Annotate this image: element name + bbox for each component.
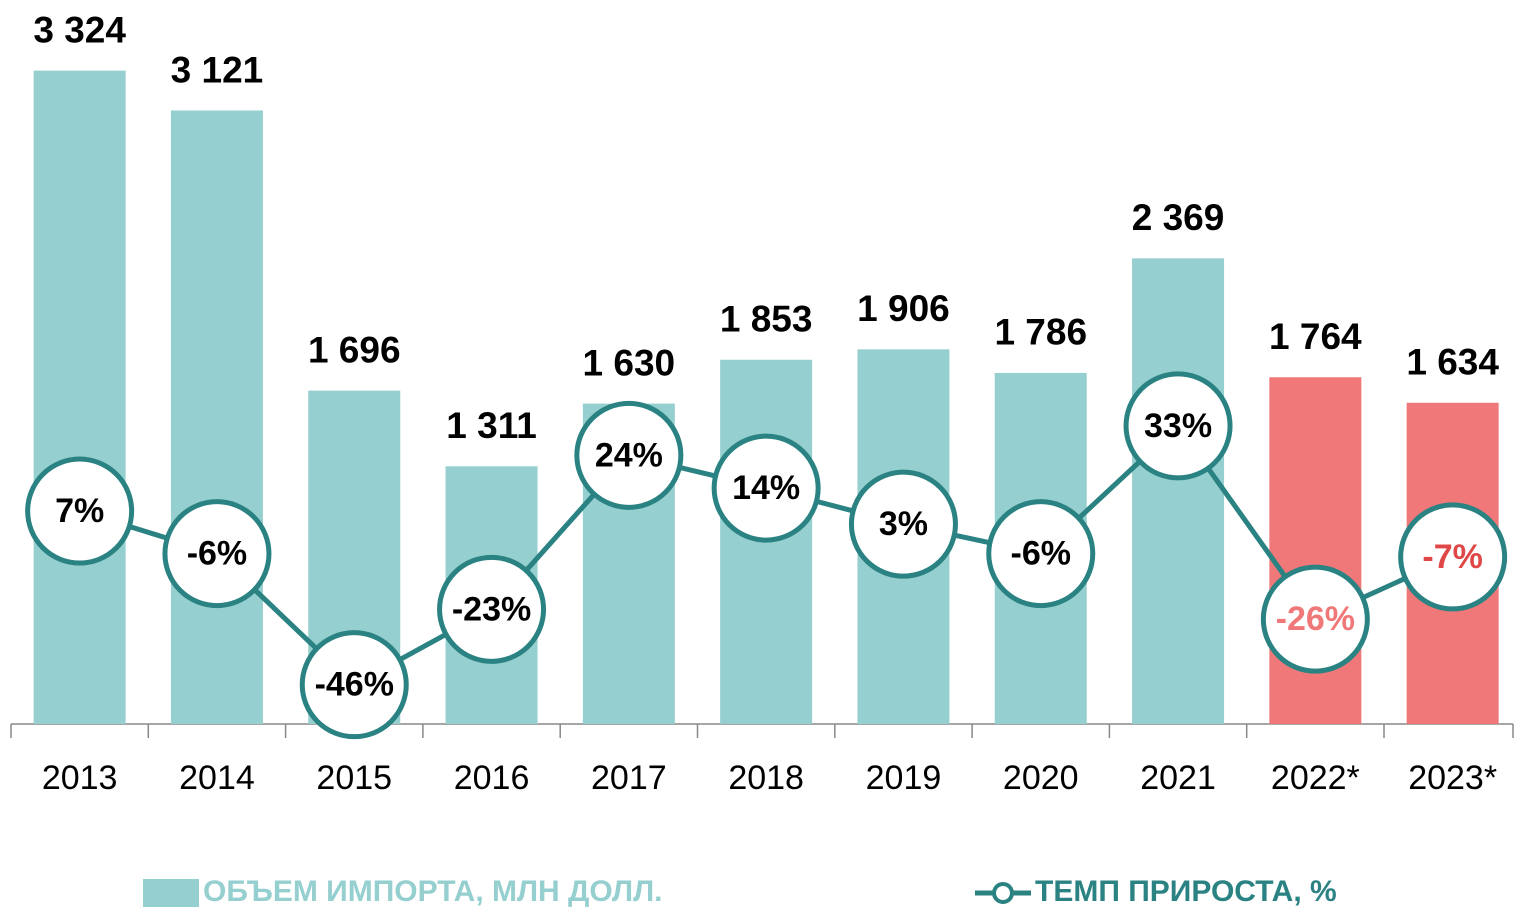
- legend-swatch: [992, 882, 1014, 904]
- bar-value-label: 3 324: [33, 9, 126, 50]
- bar: [1132, 258, 1225, 724]
- line-marker: [986, 499, 1096, 609]
- bar-value-label: 1 311: [446, 405, 537, 446]
- legend-label: ТЕМП ПРИРОСТА, %: [1035, 875, 1337, 908]
- line-value-label: -26%: [1276, 600, 1355, 638]
- line-marker: [437, 554, 547, 664]
- line-value-label: 33%: [1144, 407, 1212, 445]
- line-marker: [299, 630, 409, 740]
- line-value-label: -7%: [1422, 538, 1482, 576]
- bar-value-label: 1 786: [994, 312, 1087, 353]
- line-marker: [162, 499, 272, 609]
- line-marker: [1398, 502, 1508, 612]
- x-tick-label: 2020: [1003, 759, 1079, 797]
- line-value-label: -23%: [452, 590, 531, 628]
- x-tick-label: 2016: [454, 759, 530, 797]
- bar-value-label: 1 634: [1406, 342, 1499, 383]
- x-tick-label: 2015: [316, 759, 392, 797]
- line-value-label: -46%: [315, 666, 394, 704]
- line-value-label: 24%: [595, 436, 663, 474]
- line-value-label: -6%: [187, 535, 247, 573]
- bar: [170, 110, 263, 725]
- line-marker: [711, 433, 821, 543]
- bar-value-label: 1 630: [583, 342, 676, 383]
- line-marker: [1260, 564, 1370, 674]
- line-marker: [1123, 371, 1233, 481]
- x-tick-label: 2022*: [1271, 759, 1360, 797]
- x-tick-label: 2019: [866, 759, 942, 797]
- bar-value-label: 1 906: [857, 288, 950, 329]
- line-value-label: 3%: [879, 505, 928, 543]
- bar-value-label: 2 369: [1132, 197, 1225, 238]
- line-marker: [574, 400, 684, 510]
- bar-value-label: 1 696: [308, 329, 401, 370]
- legend-swatch: [143, 879, 199, 907]
- line-value-label: -6%: [1011, 535, 1071, 573]
- bar-value-label: 3 121: [171, 49, 264, 90]
- x-tick-label: 2021: [1140, 759, 1216, 797]
- x-tick-label: 2018: [728, 759, 804, 797]
- x-tick-label: 2023*: [1408, 759, 1497, 797]
- line-value-label: 7%: [55, 492, 104, 530]
- legend-label: ОБЪЕМ ИМПОРТА, МЛН ДОЛЛ.: [203, 875, 662, 908]
- x-tick-label: 2017: [591, 759, 667, 797]
- x-tick-label: 2013: [42, 759, 118, 797]
- line-marker: [848, 469, 958, 579]
- bar-value-label: 1 853: [720, 299, 813, 340]
- line-marker: [25, 456, 135, 566]
- bar: [33, 70, 126, 725]
- bar-value-label: 1 764: [1269, 316, 1362, 357]
- line-value-label: 14%: [732, 469, 800, 507]
- x-tick-label: 2014: [179, 759, 255, 797]
